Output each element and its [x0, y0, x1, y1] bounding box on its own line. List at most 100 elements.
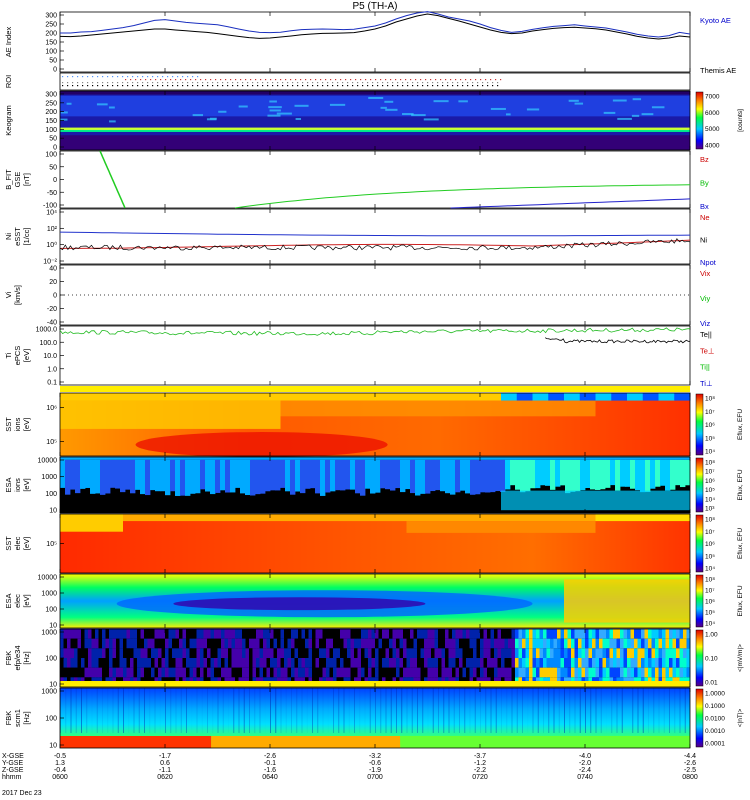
roi-dot: [142, 76, 144, 78]
fbk-e-cell: [427, 667, 432, 678]
ti-ytick: 10.0: [43, 353, 57, 360]
fbk-e-cell: [315, 629, 320, 639]
keogram-streak: [384, 100, 394, 103]
fbk_e-colorbar: [695, 629, 704, 687]
esa-ions-cell: [430, 459, 436, 492]
time-tick-label: 0600: [52, 774, 68, 781]
fbk-e-cell: [501, 638, 505, 649]
sst_e-colorbar-tick: 10⁷: [705, 529, 715, 536]
fbk-e-cell: [490, 629, 495, 639]
sst-ions-cell: [532, 393, 549, 401]
fbk-e-cell: [679, 638, 684, 649]
fbk-e-cell: [574, 658, 579, 668]
roi-dot: [117, 85, 119, 87]
fbk-e-cell: [641, 629, 645, 639]
roi-dot: [462, 85, 464, 87]
fbk-e-cell: [588, 658, 593, 668]
fbk-e-cell: [539, 658, 544, 668]
fbk-e-cell: [235, 658, 239, 668]
roi-dot: [62, 82, 64, 84]
fbk-e-cell: [410, 648, 414, 658]
sst_i-colorbar-tick: 10⁵: [705, 435, 715, 442]
fbk-e-cell: [329, 658, 334, 668]
sst-ions-cell: [75, 393, 92, 401]
fbk-e-cell: [644, 667, 649, 678]
fbk-e-cell: [158, 658, 162, 668]
fbk-e-cell: [669, 648, 673, 658]
fbk-e-cell: [249, 658, 253, 668]
fbk-e-cell: [329, 648, 334, 658]
esa_i-colorbar-label: Eflux, EFU: [737, 469, 744, 500]
fbk-e-cell: [88, 648, 92, 658]
fbk-e-cell: [109, 629, 113, 639]
orbit-z-value: -2.5: [684, 767, 696, 774]
roi-dot: [257, 82, 259, 84]
fbk-e-cell: [102, 648, 106, 658]
fbk-e-cell: [487, 667, 491, 678]
fbk-e-cell: [252, 658, 257, 668]
fbk-b-cell: [222, 688, 224, 733]
esa-ions-cell: [190, 459, 196, 494]
fbk-e-cell: [119, 629, 124, 639]
esa_e-ylabel: elec: [13, 594, 22, 608]
fbk-e-cell: [357, 667, 362, 678]
fbk-e-cell: [291, 629, 295, 639]
fbk-e-cell: [242, 667, 246, 678]
sst-ions-cell: [343, 393, 360, 401]
fbk-e-cell: [291, 638, 295, 649]
fbk-e-cell: [441, 648, 446, 658]
fbk-e-cell: [273, 629, 278, 639]
roi-dot: [180, 79, 182, 81]
roi-dot: [475, 79, 477, 81]
fbk-b-cell: [160, 688, 161, 733]
roi-dot: [87, 76, 89, 78]
fbk-e-cell: [168, 629, 173, 639]
fbk-e-cell: [67, 629, 71, 639]
fbk-e-cell: [308, 638, 313, 649]
fbk-e-cell: [403, 658, 407, 668]
fbk_e-colorbar-tick: 0.01: [705, 680, 718, 687]
fbk-e-cell: [130, 638, 134, 649]
roi-dot: [405, 79, 407, 81]
roi-dot: [500, 79, 502, 81]
roi-dot: [152, 82, 154, 84]
ae-ytick: 200: [45, 31, 57, 38]
esa-ions-cell: [310, 459, 316, 489]
fbk-e-cell: [634, 648, 638, 658]
fbk-e-cell: [392, 638, 397, 649]
fbk-e-cell: [280, 667, 285, 678]
fbk-e-cell: [431, 648, 435, 658]
fbk-e-cell: [522, 638, 526, 649]
fbk-e-cell: [592, 658, 596, 668]
fbk_b-colorbar-label: <|nT|>: [737, 709, 744, 728]
fbk-e-cell: [448, 629, 453, 639]
fbk-e-cell: [116, 658, 120, 668]
fbk-e-cell: [357, 658, 362, 668]
esa-ions-cell: [225, 459, 231, 493]
esa-ions-cell: [600, 459, 606, 490]
roi-dot: [430, 79, 432, 81]
roi-dot: [367, 82, 369, 84]
roi-dot: [102, 85, 104, 87]
fbk-e-cell: [70, 658, 75, 668]
fbk-b-cell: [522, 688, 523, 733]
fbk-e-cell: [361, 667, 365, 678]
esa_i-colorbar-tick: 10⁵: [705, 487, 715, 494]
fbk-e-cell: [81, 667, 85, 678]
fbk-e-cell: [686, 629, 691, 639]
fbk-e-cell: [581, 629, 586, 639]
esa-ions-cell: [340, 459, 346, 491]
roi-dot: [267, 82, 269, 84]
keogram-ytick: 200: [45, 109, 57, 116]
roi-dot: [462, 82, 464, 84]
esa_e-ytick: 10000: [38, 575, 58, 582]
esa-ions-cell: [245, 459, 251, 496]
fbk-e-cell: [343, 667, 348, 678]
fbk-e-cell: [480, 638, 484, 649]
fbk-e-cell: [497, 638, 502, 649]
fbk-e-cell: [494, 667, 498, 678]
fbk-e-cell: [679, 648, 684, 658]
fbk-e-cell: [161, 667, 166, 678]
fbk-e-cell: [336, 629, 341, 639]
fbk-b-cell: [233, 688, 235, 733]
